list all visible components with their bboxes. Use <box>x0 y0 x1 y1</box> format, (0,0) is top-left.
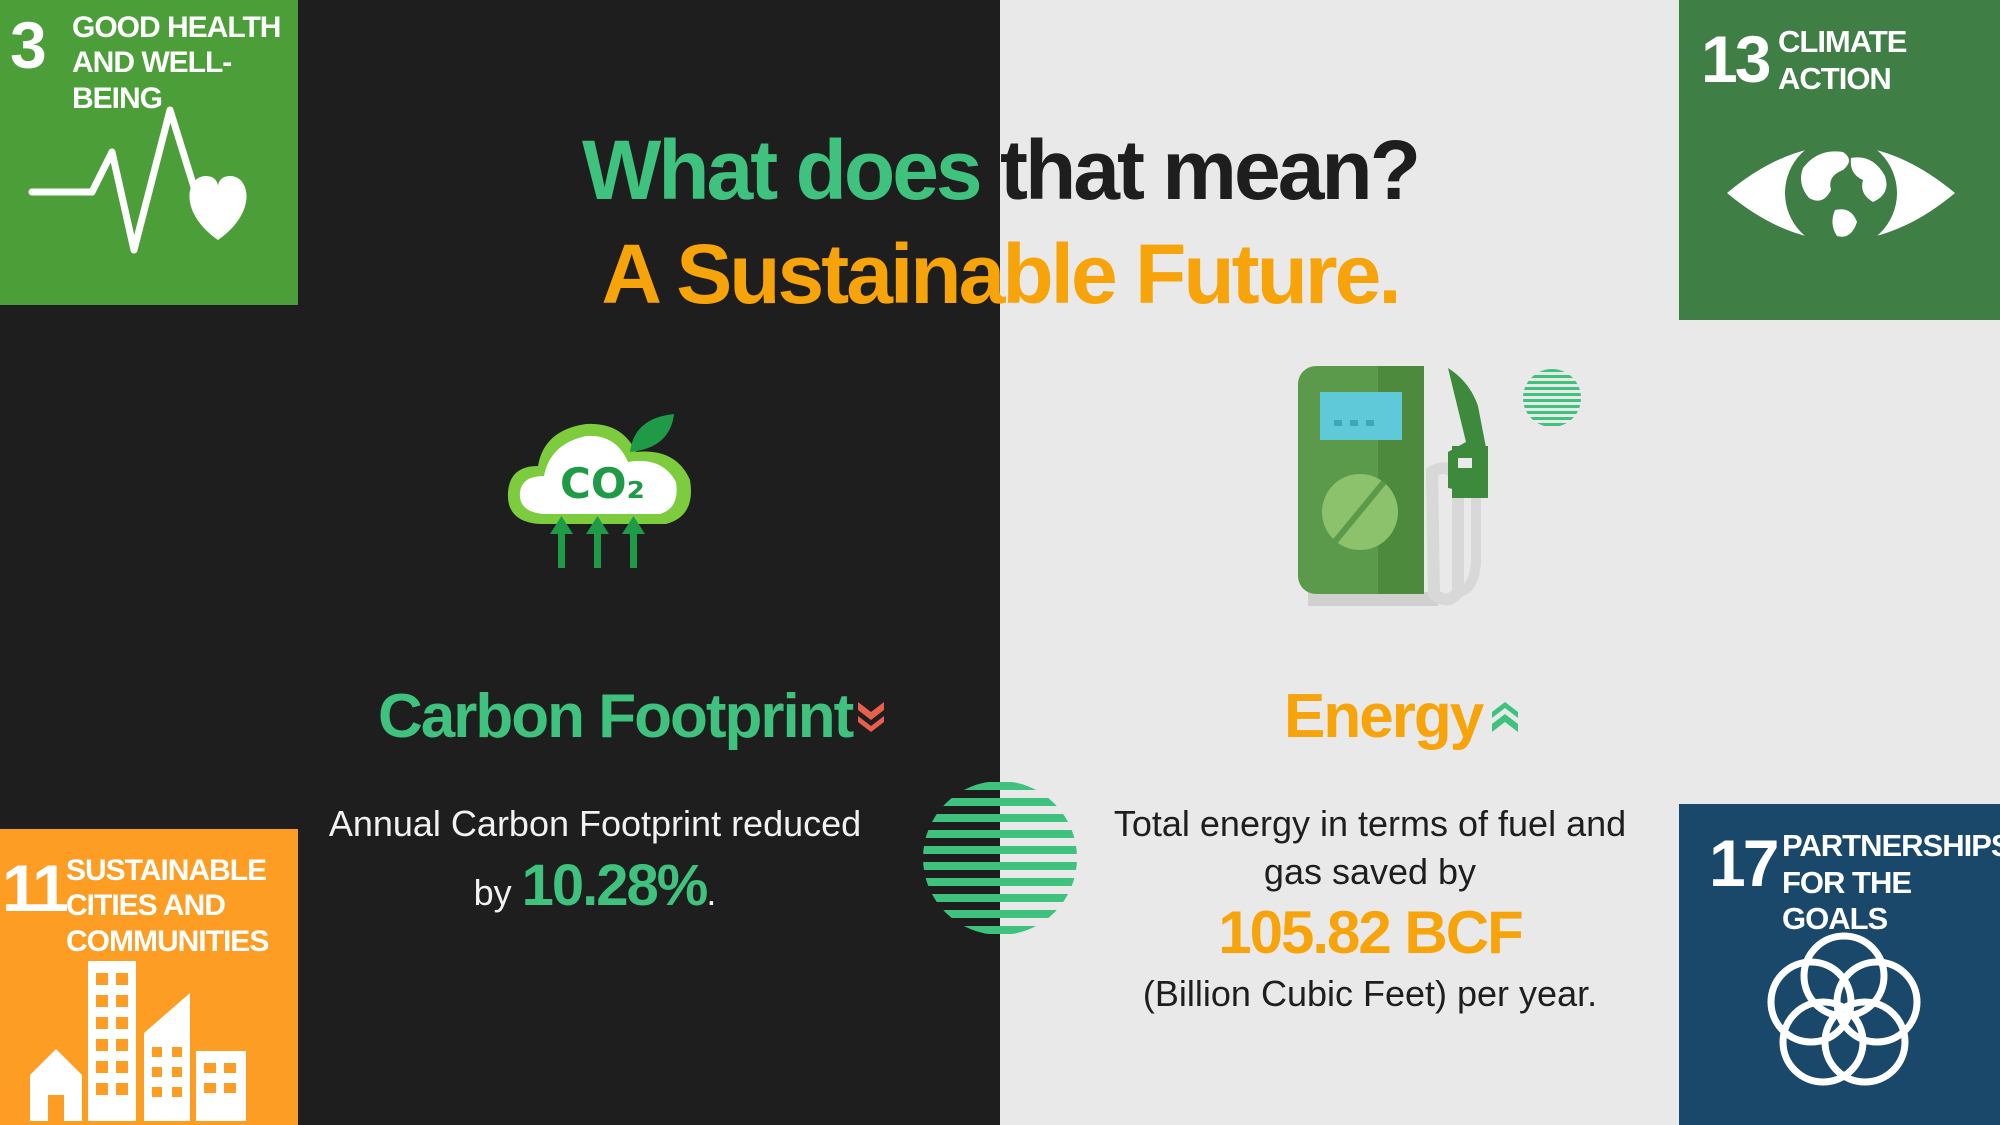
sdg-goal-3-tile: 3 GOOD HEALTH AND WELL-BEING <box>0 0 298 305</box>
energy-text-before: Total energy in terms of fuel and gas sa… <box>1113 803 1627 892</box>
carbon-text-before: Annual Carbon Footprint reduced by <box>328 803 862 913</box>
energy-text-after: (Billion Cubic Feet) per year. <box>1142 973 1598 1015</box>
title-highlight: What does <box>581 123 983 217</box>
sdg-goal-11-tile: 11 SUSTAINABLE CITIES AND COMMUNITIES <box>0 829 298 1125</box>
energy-value: 105.82 BCF <box>1218 899 1524 967</box>
co2-text: CO₂ <box>560 459 645 508</box>
page-subtitle: A Sustainable Future. <box>601 227 1401 321</box>
sdg-number: 17 <box>1709 826 1779 900</box>
title-rest: that mean? <box>979 123 1421 217</box>
sdg-goal-17-tile: 17 PARTNERSHIPS FOR THE GOALS <box>1679 804 2000 1125</box>
heartbeat-icon <box>28 106 247 254</box>
sdg-number: 3 <box>10 8 47 82</box>
trend-down-icon <box>858 702 884 732</box>
sdg-label: PARTNERSHIPS FOR THE GOALS <box>1782 828 2000 937</box>
sdg-label: CLIMATE ACTION <box>1778 24 1907 96</box>
fuel-pump-icon <box>1298 366 1488 606</box>
page-title: What does that mean? <box>500 128 1500 212</box>
striped-circle-decoration <box>923 782 1077 934</box>
carbon-footprint-title: Carbon Footprint <box>378 682 854 751</box>
city-buildings-icon <box>30 961 246 1121</box>
co2-cloud-icon: CO₂ <box>507 414 691 568</box>
energy-description: Total energy in terms of fuel and gas sa… <box>1090 800 1650 1018</box>
sdg-goal-13-tile: 13 CLIMATE ACTION <box>1679 0 2000 320</box>
interlocking-rings-icon <box>1767 932 1921 1086</box>
sdg-number: 13 <box>1701 22 1771 96</box>
sdg-label: SUSTAINABLE CITIES AND COMMUNITIES <box>66 854 269 958</box>
eye-globe-icon <box>1727 137 1955 249</box>
sdg-number: 11 <box>2 851 69 925</box>
sdg-label: GOOD HEALTH AND WELL-BEING <box>72 11 281 115</box>
carbon-text-after: . <box>706 871 717 913</box>
trend-up-icon <box>1492 702 1518 732</box>
energy-title: Energy <box>1284 682 1484 751</box>
carbon-description: Annual Carbon Footprint reduced by 10.28… <box>310 800 880 924</box>
striped-circle-decoration <box>1523 369 1581 426</box>
carbon-value: 10.28% <box>521 852 709 918</box>
